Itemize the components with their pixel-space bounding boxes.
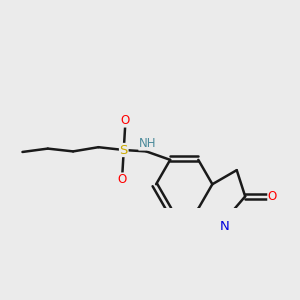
Text: O: O	[121, 114, 130, 127]
Text: NH: NH	[139, 137, 156, 150]
Text: O: O	[118, 173, 127, 186]
Text: N: N	[220, 220, 230, 232]
Text: S: S	[120, 143, 128, 157]
Text: O: O	[268, 190, 277, 203]
